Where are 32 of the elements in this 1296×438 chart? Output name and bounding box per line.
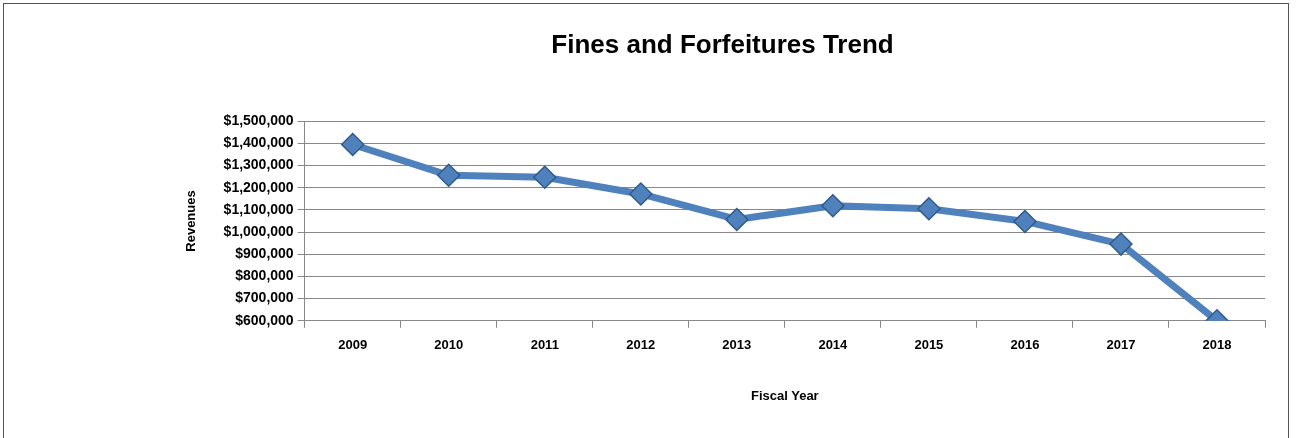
chart-title: Fines and Forfeitures Trend	[551, 28, 894, 59]
x-tick-label: 2014	[818, 337, 849, 353]
point	[1109, 232, 1133, 256]
y-tick-label: $1,100,000	[223, 200, 294, 217]
x-tick-label: 2016	[1010, 337, 1040, 353]
point	[917, 197, 941, 221]
y-axis-title: Revenues	[183, 190, 199, 252]
y-tick-label: $800,000	[235, 267, 294, 284]
y-tick-label: $600,000	[235, 311, 294, 328]
y-tick-label: $900,000	[235, 245, 294, 262]
x-tick-label: 2015	[914, 337, 944, 353]
x-tick-label: 2018	[1202, 337, 1232, 353]
point	[1013, 209, 1037, 234]
point	[340, 132, 365, 157]
x-tick-label: 2011	[530, 337, 559, 353]
x-tick-label: 2009	[338, 337, 368, 353]
point	[629, 182, 653, 206]
y-tick-label: $1,500,000	[223, 112, 294, 129]
point	[725, 207, 749, 232]
point	[533, 165, 557, 190]
x-axis-title: Fiscal Year	[750, 387, 819, 403]
x-tick-label: 2017	[1106, 337, 1136, 353]
y-tick-label: $1,300,000	[223, 156, 294, 173]
y-tick-label: $700,000	[235, 289, 294, 306]
x-tick-label: 2012	[626, 337, 656, 353]
point	[821, 193, 845, 218]
y-tick-label: $1,200,000	[223, 178, 294, 195]
y-tick-label: $1,400,000	[223, 134, 294, 151]
x-tick-label: 2010	[434, 337, 464, 353]
y-tick-label: $1,000,000	[223, 222, 294, 239]
point	[436, 163, 461, 188]
x-tick-label: 2013	[722, 337, 752, 353]
